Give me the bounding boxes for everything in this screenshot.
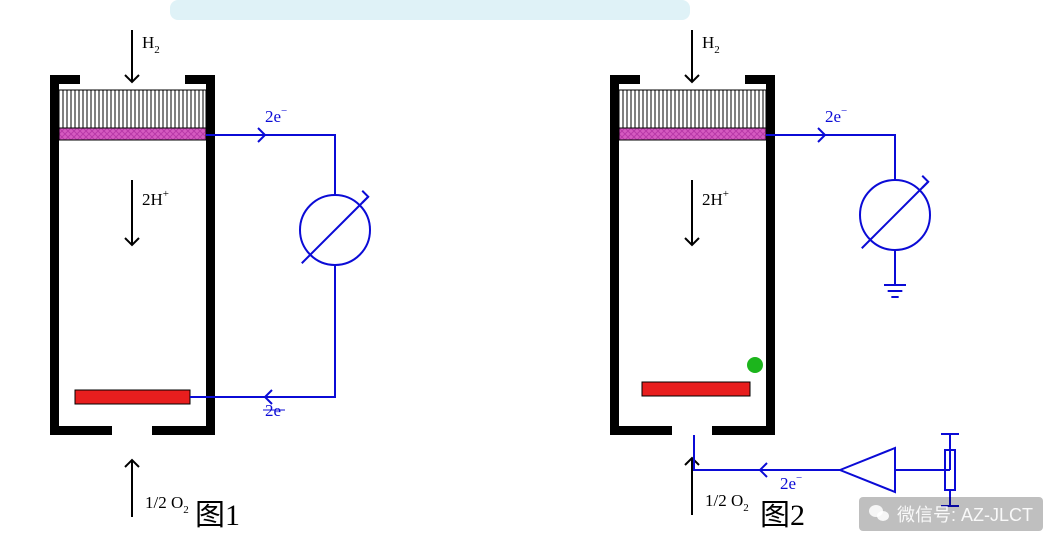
wire-anode-to-meter	[766, 135, 895, 180]
svg-text:H2: H2	[702, 33, 720, 56]
watermark: 微信号: AZ-JLCT	[859, 497, 1043, 531]
wire-cathode-to-amp	[694, 435, 840, 470]
membrane	[50, 128, 215, 140]
svg-text:2e−: 2e−	[825, 105, 847, 126]
figure-fig1: H22H+1/2 O22e−2e	[50, 30, 470, 555]
svg-text:2H+: 2H+	[702, 188, 729, 209]
svg-text:2H+: 2H+	[142, 188, 169, 209]
cathode	[75, 390, 190, 404]
figure-svg: H22H+1/2 O22e−2e	[50, 30, 470, 550]
opamp-icon	[840, 448, 895, 492]
wechat-icon	[869, 503, 891, 525]
figure-caption: 图1	[195, 490, 240, 534]
watermark-text: 微信号: AZ-JLCT	[897, 501, 1033, 527]
svg-text:2e−: 2e−	[265, 105, 287, 126]
cathode	[642, 382, 750, 396]
reference-electrode-dot	[747, 357, 763, 373]
figure-caption: 图2	[760, 490, 805, 534]
svg-text:1/2 O2: 1/2 O2	[145, 493, 189, 516]
figure-fig2: H22H+1/2 O22e−2e−	[610, 30, 1030, 555]
svg-text:H2: H2	[142, 33, 160, 56]
header-band-rect	[170, 0, 690, 20]
header-band	[0, 0, 1063, 22]
anode-hatch	[619, 90, 766, 128]
figure-svg: H22H+1/2 O22e−2e−	[610, 30, 1030, 550]
svg-text:1/2 O2: 1/2 O2	[705, 491, 749, 514]
anode-hatch	[59, 90, 206, 128]
wire-anode-to-meter	[206, 135, 335, 195]
membrane	[610, 128, 775, 140]
